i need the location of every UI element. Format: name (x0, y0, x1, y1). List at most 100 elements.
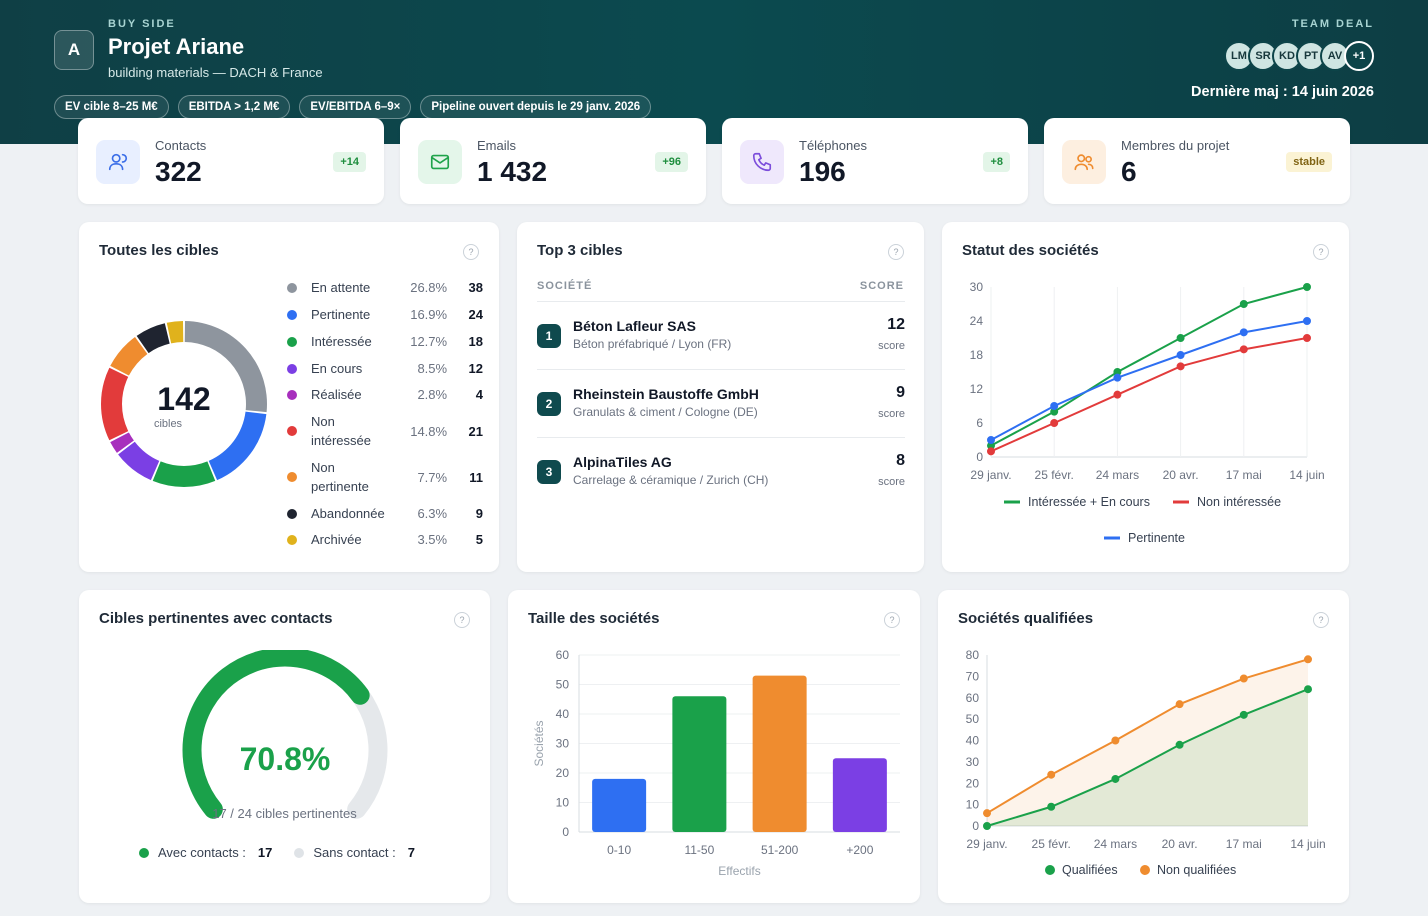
column-header-company: SOCIÉTÉ (537, 280, 593, 292)
legend-dot (287, 472, 297, 482)
legend-name: En attente (311, 280, 371, 295)
kpi-label: Téléphones (799, 138, 867, 153)
criteria-chip-ev[interactable]: EV cible 8–25 M€ (54, 95, 169, 119)
company-name: Béton Lafleur SAS (573, 318, 696, 334)
x-tick-label: 20 avr. (1162, 837, 1198, 851)
x-tick-label: 14 juin (1290, 837, 1325, 851)
kpi-card-members[interactable]: Membres du projet 6 stable (1044, 118, 1350, 204)
donut-slice (136, 323, 170, 354)
donut-total: 142 (157, 381, 210, 417)
table-row[interactable]: 3 AlpinaTiles AG Carrelage & céramique /… (537, 437, 905, 505)
legend-name: Abandonnée (311, 506, 385, 521)
y-tick-label: 0 (562, 825, 569, 839)
y-tick-label: 18 (970, 348, 984, 362)
legend-item[interactable]: Pertinente 16.9% 24 (287, 305, 483, 324)
bar (752, 675, 807, 832)
legend-item[interactable]: Abandonnée 6.3% 9 (287, 504, 483, 523)
size-bar-chart: 0 10 20 30 40 50 60 0-10 11-50 51-200 +200 Effectif… (532, 648, 900, 878)
series-line (986, 658, 1309, 815)
data-point (1176, 334, 1185, 343)
y-tick-label: 30 (966, 755, 980, 769)
users-icon (96, 140, 140, 184)
kpi-label: Membres du projet (1121, 138, 1230, 153)
data-point (1303, 685, 1312, 694)
donut-slice (166, 321, 184, 344)
legend-percent: 26.8% (410, 280, 448, 295)
help-icon[interactable]: ? (463, 244, 479, 260)
help-icon[interactable]: ? (888, 244, 904, 260)
kpi-label: Emails (477, 138, 517, 153)
kpi-card-emails[interactable]: Emails 1 432 +96 (400, 118, 706, 204)
card-title: Taille des sociétés (528, 610, 660, 627)
legend-percent: 2.8% (417, 387, 448, 402)
legend-count: 18 (468, 334, 483, 349)
help-icon[interactable]: ? (1313, 244, 1329, 260)
legend-count: 38 (468, 280, 483, 295)
help-icon[interactable]: ? (454, 612, 470, 628)
legend-name: Intéressée (311, 334, 372, 349)
y-tick-label: 12 (970, 382, 984, 396)
bar (832, 758, 887, 832)
legend-item[interactable]: Non pertinente 7.7% 11 (287, 458, 483, 496)
legend-percent: 14.8% (410, 423, 448, 439)
legend-item[interactable]: En cours 8.5% 12 (287, 359, 483, 378)
criteria-chip-pipeline[interactable]: Pipeline ouvert depuis le 29 janv. 2026 (420, 95, 652, 119)
legend-count: 11 (469, 469, 483, 485)
legend-item[interactable]: Intéressée 12.7% 18 (287, 332, 483, 351)
legend-percent: 8.5% (417, 361, 448, 376)
avatar[interactable]: AV (1320, 41, 1350, 71)
criteria-chip-ebitda[interactable]: EBITDA > 1,2 M€ (177, 95, 291, 119)
project-logo: A (54, 30, 94, 70)
kpi-card-contacts[interactable]: Contacts 322 +14 (78, 118, 384, 204)
team-label: TEAM DEAL (1291, 18, 1374, 30)
team-avatars: LM SR KD PT AV +1 (1224, 41, 1374, 71)
help-icon[interactable]: ? (884, 612, 900, 628)
avatar[interactable]: PT (1296, 41, 1326, 71)
x-tick-label: 51-200 (761, 843, 799, 857)
legend-item[interactable]: En attente 26.8% 38 (287, 278, 483, 297)
data-point (1047, 802, 1056, 811)
legend-percent: 7.7% (417, 469, 448, 485)
table-row[interactable]: 2 Rheinstein Baustoffe GmbH Granulats & … (537, 369, 905, 437)
y-tick-label: 24 (970, 314, 984, 328)
score-label: score (878, 340, 905, 352)
legend-percent: 6.3% (417, 506, 448, 521)
legend-count: 12 (468, 361, 483, 376)
qualified-chart-card: Sociétés qualifiées ? 29 janv. 25 févr. 24… (938, 590, 1349, 903)
legend-percent: 3.5% (417, 532, 448, 547)
donut-slice (110, 432, 134, 453)
criteria-chip-multiple[interactable]: EV/EBITDA 6–9× (299, 95, 412, 119)
last-updated: Dernière maj : 14 juin 2026 (1191, 84, 1374, 100)
legend-item[interactable]: Réalisée 2.8% 4 (287, 385, 483, 404)
kpi-card-phones[interactable]: Téléphones 196 +8 (722, 118, 1028, 204)
kpi-value: 196 (799, 156, 846, 187)
x-tick-label: 11-50 (684, 843, 714, 857)
legend-dot (287, 363, 297, 374)
data-point (1050, 402, 1059, 411)
kpi-value: 322 (155, 156, 202, 187)
kpi-badge: +8 (983, 152, 1010, 172)
table-row[interactable]: 1 Béton Lafleur SAS Béton préfabriqué / … (537, 301, 905, 369)
x-tick-label: 14 juin (1289, 468, 1324, 482)
data-point (1239, 345, 1248, 354)
company-description: Béton préfabriqué / Lyon (FR) (573, 337, 732, 351)
help-icon[interactable]: ? (1313, 612, 1329, 628)
project-title: Projet Ariane (108, 34, 245, 59)
legend-item[interactable]: Non intéressée 14.8% 21 (287, 412, 483, 450)
top3-card: Top 3 cibles ? SOCIÉTÉ SCORE 1 Béton Laf… (517, 222, 924, 572)
legend-count: 21 (468, 423, 483, 439)
x-tick-label: 20 avr. (1163, 468, 1199, 482)
targets-donut: 142 cibles (101, 321, 267, 487)
company-description: Granulats & ciment / Cologne (DE) (573, 405, 758, 419)
card-title: Statut des sociétés (962, 242, 1099, 259)
legend-item[interactable]: Archivée 3.5% 5 (287, 530, 483, 549)
avatar-more[interactable]: +1 (1344, 41, 1374, 71)
y-tick-label: 60 (556, 648, 570, 662)
y-tick-label: 50 (966, 712, 980, 726)
bar (592, 778, 647, 832)
y-tick-label: 50 (556, 678, 570, 692)
x-tick-label: 17 mai (1226, 837, 1262, 851)
legend-percent: 12.7% (410, 334, 448, 349)
with-contacts-label: Avec contacts : (158, 845, 246, 860)
legend-name: Archivée (311, 532, 362, 547)
